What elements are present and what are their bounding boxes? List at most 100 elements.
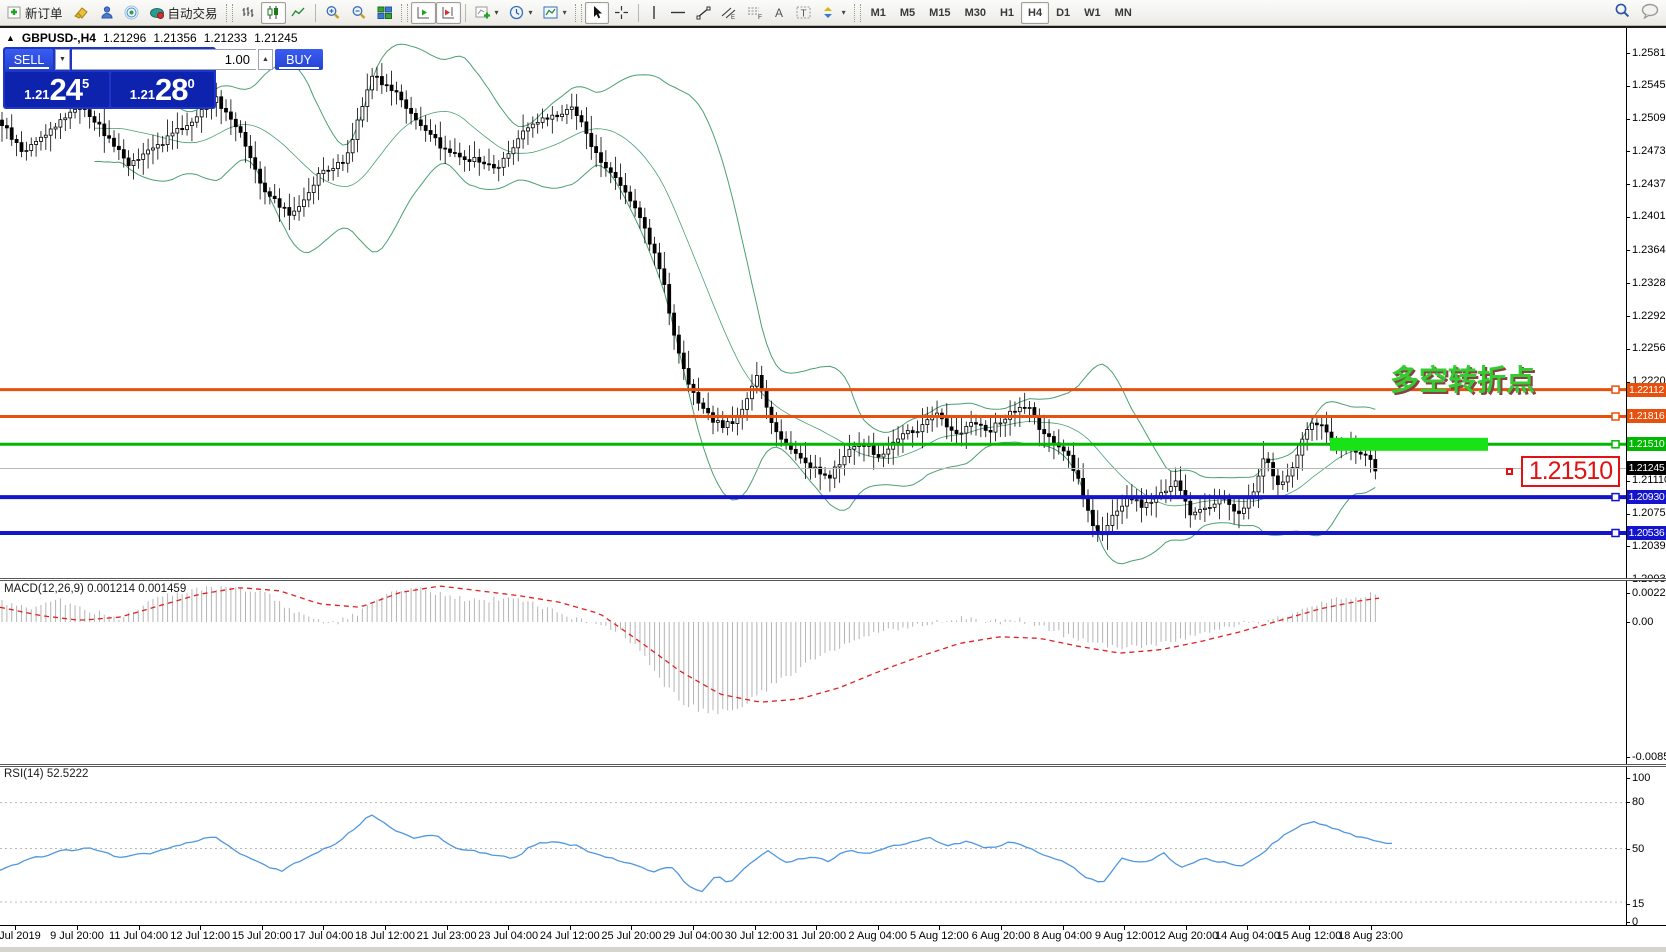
rsi-indicator xyxy=(0,802,1626,903)
vertical-line-button[interactable] xyxy=(643,2,665,24)
symbol-title: GBPUSD-,H4 xyxy=(21,31,96,45)
horizontal-line-button[interactable] xyxy=(665,2,691,24)
new-chart-button[interactable]: ▾ xyxy=(470,2,504,24)
sell-price[interactable]: 1.21 24 5 xyxy=(5,72,109,107)
sell-button[interactable]: SELL xyxy=(5,49,53,70)
zoom-in-button[interactable] xyxy=(320,2,346,24)
tile-windows-icon xyxy=(377,5,393,20)
eraser-button[interactable] xyxy=(68,2,94,24)
chat-icon[interactable] xyxy=(1641,3,1660,24)
ticker-low: 1.21233 xyxy=(203,31,248,45)
buy-price-sup: 0 xyxy=(187,76,195,91)
toolbar-grip xyxy=(574,3,582,22)
time-axis[interactable]: 8 Jul 2019 9 Jul 20:00 11 Jul 04:0012 Jul … xyxy=(0,925,1666,946)
dropdown-arrow-icon: ▾ xyxy=(562,8,567,17)
tile-windows-button[interactable] xyxy=(372,2,398,24)
market-watch-button[interactable] xyxy=(94,2,119,24)
time-axis-label: 9 Aug 12:00 xyxy=(1094,930,1154,942)
volume-increase-button[interactable]: ▲ xyxy=(258,49,273,70)
chart-text-annotation[interactable]: 多空转折点 xyxy=(1390,365,1536,397)
volume-decrease-button[interactable]: ▼ xyxy=(55,49,70,70)
toolbar-separator xyxy=(464,3,466,22)
text-label-icon: T xyxy=(796,5,812,20)
time-axis-tick xyxy=(816,926,818,930)
time-axis-tick xyxy=(508,926,510,930)
chart-shift-button[interactable] xyxy=(435,1,461,24)
fibonacci-button[interactable]: F xyxy=(742,2,768,24)
time-axis-tick xyxy=(1370,926,1372,930)
time-axis-label: 30 Jul 12:00 xyxy=(724,930,785,942)
time-axis-tick xyxy=(77,926,78,930)
timeframe-m15-button[interactable]: M15 xyxy=(922,2,957,24)
svg-text:E: E xyxy=(731,15,735,20)
toolbar-grip xyxy=(225,3,233,22)
new-order-label: 新订单 xyxy=(25,7,63,21)
period-button[interactable]: ▾ xyxy=(504,2,538,24)
time-axis-label: 11 Jul 04:00 xyxy=(109,930,169,942)
time-axis-tick xyxy=(1124,926,1126,930)
time-axis-tick xyxy=(261,926,263,930)
auto-scroll-button[interactable] xyxy=(410,1,436,24)
zoom-in-icon xyxy=(325,5,341,20)
timeframe-m30-button[interactable]: M30 xyxy=(958,2,993,24)
arrows-button[interactable]: ▾ xyxy=(817,2,851,24)
templates-button[interactable]: ▾ xyxy=(538,2,572,24)
timeframe-mn-button[interactable]: MN xyxy=(1108,2,1139,24)
time-axis-tick xyxy=(1185,926,1187,930)
time-axis-label: 23 Jul 04:00 xyxy=(478,930,539,942)
zoom-out-button[interactable] xyxy=(346,2,372,24)
svg-text:T: T xyxy=(800,9,806,20)
arrows-icon xyxy=(822,5,837,20)
auto-trading-button[interactable]: 自动交易 xyxy=(144,2,223,24)
timeframe-w1-button[interactable]: W1 xyxy=(1077,2,1108,24)
bar-chart-button[interactable] xyxy=(236,2,261,24)
text-button[interactable]: A xyxy=(768,2,791,24)
toolbar-grip xyxy=(853,3,861,22)
macd-signal-line xyxy=(0,585,1380,703)
ticker-open: 1.21296 xyxy=(102,31,147,45)
timeframe-m1-button[interactable]: M1 xyxy=(864,2,893,24)
timeframe-label: M30 xyxy=(964,6,986,19)
line-chart-button[interactable] xyxy=(286,2,311,24)
cursor-button[interactable] xyxy=(584,1,609,24)
chart-window[interactable]: 1.22112 1.21816 1.21510 1.21245 1.20930 1.205… xyxy=(0,28,1666,952)
buy-button[interactable]: BUY xyxy=(275,49,323,70)
crosshair-button[interactable] xyxy=(609,2,634,24)
timeframe-m5-button[interactable]: M5 xyxy=(893,2,922,24)
new-order-button[interactable]: 新订单 xyxy=(2,2,68,24)
macd-panel-separator[interactable] xyxy=(0,578,1666,581)
equidistant-channel-button[interactable]: E xyxy=(716,2,742,24)
time-axis-tick xyxy=(138,926,140,930)
sell-price-prefix: 1.21 xyxy=(24,87,50,102)
time-axis-label: 15 Aug 12:00 xyxy=(1276,930,1342,942)
time-axis-tick xyxy=(569,926,571,930)
bar-chart-icon xyxy=(241,5,256,20)
collapse-trade-panel-icon[interactable]: ▲ xyxy=(6,33,15,43)
callout-anchor-knob[interactable] xyxy=(1506,468,1513,475)
macd-indicator-label: MACD(12,26,9) 0.001214 0.001459 xyxy=(4,583,187,595)
trendline-button[interactable] xyxy=(691,2,716,24)
candlesticks xyxy=(0,63,1378,550)
chart-canvas[interactable] xyxy=(0,28,1666,925)
highlight-zone-rect[interactable] xyxy=(1330,437,1488,451)
time-axis-label: 25 Jul 20:00 xyxy=(601,930,662,942)
rsi-panel-separator[interactable] xyxy=(0,764,1666,767)
signals-button[interactable] xyxy=(119,2,144,24)
toolbar-grip xyxy=(400,3,408,22)
timeframe-h1-button[interactable]: H1 xyxy=(993,2,1021,24)
timeframe-h4-button[interactable]: H4 xyxy=(1021,1,1050,24)
time-axis-label: 21 Jul 23:00 xyxy=(416,930,477,942)
volume-input[interactable] xyxy=(72,49,256,70)
fibonacci-icon: F xyxy=(747,5,763,20)
buy-price[interactable]: 1.21 28 0 xyxy=(110,72,214,107)
price-callout-box[interactable]: 1.21510 xyxy=(1521,456,1620,487)
horizontal-price-lines[interactable] xyxy=(0,385,1626,538)
timeframe-label: MN xyxy=(1114,6,1132,19)
toolbar-separator xyxy=(314,3,316,22)
candlestick-chart-button[interactable] xyxy=(260,1,286,24)
time-axis-label: 2 Aug 04:00 xyxy=(848,930,908,942)
text-label-button[interactable]: T xyxy=(791,2,817,24)
user-icon xyxy=(99,5,114,20)
timeframe-d1-button[interactable]: D1 xyxy=(1049,2,1077,24)
search-icon[interactable] xyxy=(1614,2,1631,24)
